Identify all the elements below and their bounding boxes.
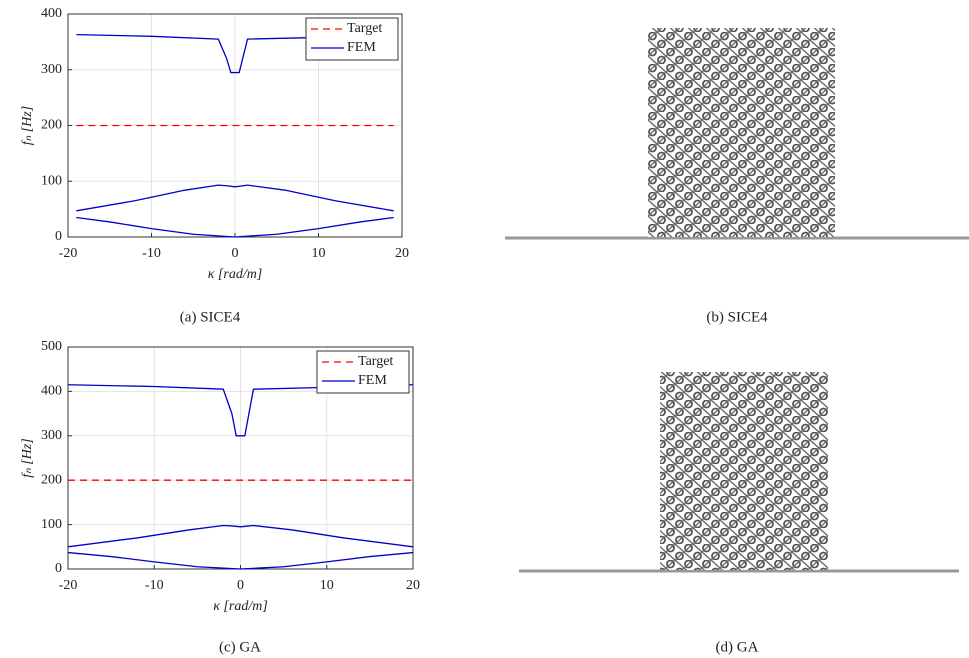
caption: (c) GA [219, 639, 261, 655]
x-tick-label: 0 [232, 246, 239, 261]
x-tick-label: 20 [395, 246, 409, 261]
x-tick-label: -20 [59, 578, 78, 593]
x-tick-label: -10 [145, 578, 164, 593]
x-tick-label: -10 [142, 246, 161, 261]
legend-label: Target [358, 354, 393, 369]
y-tick-label: 400 [41, 384, 62, 399]
y-tick-label: 200 [41, 118, 62, 133]
legend-label: FEM [358, 373, 387, 388]
y-tick-label: 300 [41, 428, 62, 443]
y-tick-label: 300 [41, 62, 62, 77]
y-tick-label: 100 [41, 517, 62, 532]
caption: (d) GA [716, 639, 759, 655]
legend-label: FEM [347, 40, 376, 55]
lattice [660, 372, 828, 570]
x-tick-label: 10 [312, 246, 326, 261]
y-axis-label: fₙ [Hz] [20, 438, 35, 477]
caption: (a) SICE4 [180, 309, 241, 325]
y-tick-label: 0 [55, 229, 62, 244]
legend-label: Target [347, 21, 382, 36]
x-tick-label: 10 [320, 578, 334, 593]
x-tick-label: 20 [406, 578, 420, 593]
x-tick-label: -20 [59, 246, 78, 261]
y-tick-label: 500 [41, 339, 62, 354]
x-axis-label: κ [rad/m] [208, 267, 263, 282]
x-tick-label: 0 [237, 578, 244, 593]
y-tick-label: 200 [41, 472, 62, 487]
lattice [648, 28, 835, 237]
caption: (b) SICE4 [706, 309, 768, 325]
y-tick-label: 400 [41, 6, 62, 21]
y-axis-label: fₙ [Hz] [20, 106, 35, 145]
y-tick-label: 100 [41, 173, 62, 188]
x-axis-label: κ [rad/m] [213, 599, 268, 614]
figure: (a) SICE4 (b) SICE4 (c) GA (d) GA 010020… [0, 0, 969, 658]
y-tick-label: 0 [55, 561, 62, 576]
